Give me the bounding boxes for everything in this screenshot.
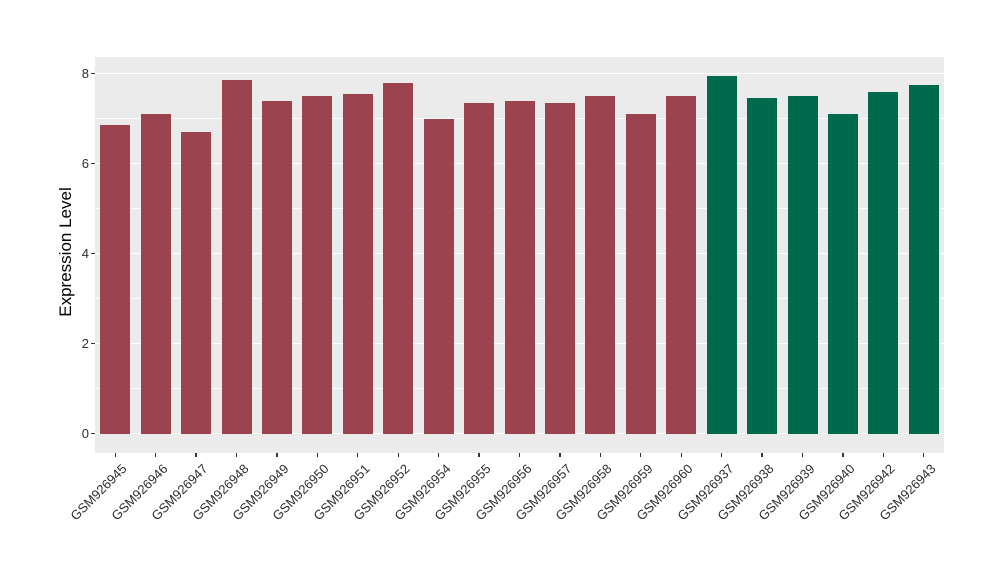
x-axis-tick-GSM926943 bbox=[923, 453, 925, 457]
x-axis-tick-GSM926960 bbox=[680, 453, 682, 457]
y-axis-tick-0 bbox=[91, 432, 95, 435]
x-axis-tick-GSM926937 bbox=[721, 453, 723, 457]
y-axis-tick-label-2: 2 bbox=[81, 335, 89, 351]
x-axis-tick-GSM926951 bbox=[357, 453, 359, 457]
y-axis-tick-4 bbox=[91, 252, 95, 255]
bar-GSM926954 bbox=[423, 118, 454, 434]
bar-GSM926958 bbox=[585, 96, 616, 434]
plot-panel bbox=[95, 57, 944, 453]
y-axis-tick-label-6: 6 bbox=[81, 155, 89, 171]
bar-GSM926948 bbox=[221, 80, 252, 434]
x-axis-tick-GSM926948 bbox=[235, 453, 238, 457]
x-axis-tick-GSM926952 bbox=[397, 453, 399, 457]
bar-GSM926939 bbox=[787, 96, 818, 434]
x-axis-tick-GSM926939 bbox=[801, 453, 804, 457]
x-axis-tick-GSM926950 bbox=[316, 453, 318, 457]
bar-GSM926955 bbox=[464, 102, 495, 434]
x-axis-tick-GSM926958 bbox=[599, 453, 601, 457]
bar-GSM926959 bbox=[625, 114, 656, 434]
x-axis-tick-GSM926947 bbox=[195, 453, 197, 457]
bar-GSM926956 bbox=[504, 100, 535, 434]
bar-GSM926951 bbox=[342, 93, 373, 434]
bar-GSM926938 bbox=[747, 98, 778, 434]
bar-GSM926946 bbox=[140, 114, 171, 434]
bar-GSM926949 bbox=[261, 100, 292, 434]
bar-GSM926957 bbox=[544, 102, 575, 434]
bar-GSM926952 bbox=[383, 82, 414, 434]
bar-GSM926945 bbox=[100, 125, 131, 434]
x-axis-tick-GSM926954 bbox=[438, 453, 440, 457]
gridline-major-y0 bbox=[95, 432, 944, 435]
y-axis-tick-label-8: 8 bbox=[81, 65, 89, 81]
y-axis-tick-6 bbox=[91, 162, 95, 165]
gridline-major-y8 bbox=[95, 72, 944, 75]
bar-GSM926960 bbox=[666, 96, 697, 434]
bar-GSM926947 bbox=[181, 132, 212, 434]
bar-GSM926943 bbox=[908, 84, 939, 434]
y-axis-tick-2 bbox=[91, 342, 95, 345]
x-axis-tick-GSM926955 bbox=[478, 453, 480, 457]
x-axis-tick-GSM926956 bbox=[518, 453, 521, 457]
y-axis-tick-label-4: 4 bbox=[81, 245, 89, 261]
x-axis-tick-GSM926942 bbox=[882, 453, 884, 457]
bar-GSM926950 bbox=[302, 96, 333, 434]
x-axis-tick-GSM926959 bbox=[640, 453, 642, 457]
x-axis-tick-GSM926946 bbox=[155, 453, 157, 457]
bar-GSM926940 bbox=[827, 114, 858, 434]
bar-GSM926937 bbox=[706, 75, 737, 434]
y-axis-tick-label-0: 0 bbox=[81, 425, 89, 441]
x-axis-tick-GSM926945 bbox=[114, 453, 116, 457]
x-axis-tick-GSM926949 bbox=[276, 453, 278, 457]
x-axis-tick-GSM926957 bbox=[559, 453, 561, 457]
y-axis-tick-8 bbox=[91, 72, 95, 75]
x-axis-tick-GSM926940 bbox=[842, 453, 844, 457]
x-axis-tick-GSM926938 bbox=[761, 453, 763, 457]
bar-GSM926942 bbox=[868, 91, 899, 434]
